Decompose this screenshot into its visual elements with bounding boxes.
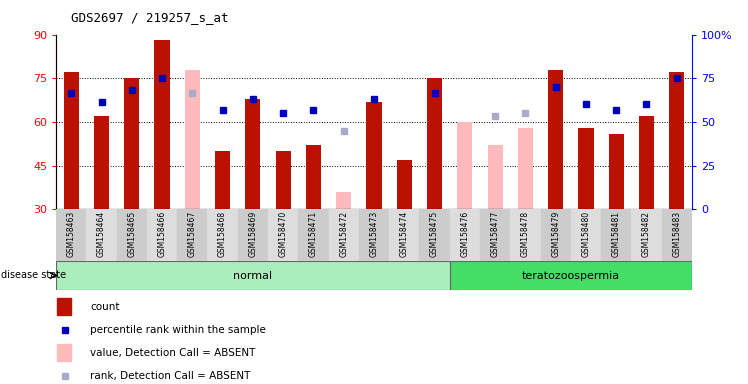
Bar <box>185 70 200 209</box>
Bar <box>298 209 328 261</box>
Bar <box>275 151 291 209</box>
Text: GSM158475: GSM158475 <box>430 211 439 257</box>
Text: normal: normal <box>233 270 272 281</box>
Bar <box>147 209 177 261</box>
Text: GSM158471: GSM158471 <box>309 211 318 257</box>
Bar <box>268 209 298 261</box>
Text: GSM158466: GSM158466 <box>158 211 167 257</box>
Bar <box>64 73 79 209</box>
Bar <box>609 134 624 209</box>
Text: GSM158463: GSM158463 <box>67 211 76 257</box>
Text: percentile rank within the sample: percentile rank within the sample <box>91 324 266 334</box>
Bar <box>571 209 601 261</box>
Text: GSM158472: GSM158472 <box>340 211 349 257</box>
Bar <box>155 40 170 209</box>
Text: GSM158468: GSM158468 <box>218 211 227 257</box>
Bar <box>548 70 563 209</box>
Bar <box>57 298 71 315</box>
Bar <box>86 209 117 261</box>
Bar <box>427 78 442 209</box>
Text: value, Detection Call = ABSENT: value, Detection Call = ABSENT <box>91 348 256 358</box>
Bar <box>238 209 268 261</box>
Bar <box>57 344 71 361</box>
Bar <box>56 209 86 261</box>
Text: GSM158467: GSM158467 <box>188 211 197 257</box>
Bar <box>578 128 593 209</box>
Text: GSM158478: GSM158478 <box>521 211 530 257</box>
Text: GSM158476: GSM158476 <box>460 211 469 257</box>
Bar <box>541 209 571 261</box>
Text: GSM158483: GSM158483 <box>672 211 681 257</box>
Bar <box>518 128 533 209</box>
Text: teratozoospermia: teratozoospermia <box>522 270 620 281</box>
Bar <box>306 145 321 209</box>
Bar <box>601 209 631 261</box>
Bar <box>117 209 147 261</box>
Bar <box>631 209 662 261</box>
Bar <box>396 160 412 209</box>
Text: GSM158464: GSM158464 <box>97 211 106 257</box>
Bar <box>245 99 260 209</box>
Bar <box>420 209 450 261</box>
Text: disease state: disease state <box>1 270 67 280</box>
Text: count: count <box>91 301 120 311</box>
Bar <box>177 209 207 261</box>
Bar <box>328 209 359 261</box>
Bar <box>389 209 420 261</box>
Bar <box>639 116 654 209</box>
Text: GSM158465: GSM158465 <box>127 211 136 257</box>
Text: GSM158473: GSM158473 <box>370 211 378 257</box>
Text: GSM158469: GSM158469 <box>248 211 257 257</box>
Text: GSM158477: GSM158477 <box>491 211 500 257</box>
Bar <box>215 151 230 209</box>
Text: rank, Detection Call = ABSENT: rank, Detection Call = ABSENT <box>91 371 251 381</box>
Bar <box>367 101 381 209</box>
Bar <box>124 78 139 209</box>
Bar <box>488 145 503 209</box>
Text: GSM158481: GSM158481 <box>612 211 621 257</box>
Text: GSM158479: GSM158479 <box>551 211 560 257</box>
Text: GDS2697 / 219257_s_at: GDS2697 / 219257_s_at <box>71 12 229 25</box>
Bar <box>662 209 692 261</box>
FancyBboxPatch shape <box>56 261 450 290</box>
Text: GSM158474: GSM158474 <box>399 211 408 257</box>
Bar <box>480 209 510 261</box>
Text: GSM158480: GSM158480 <box>581 211 590 257</box>
Bar <box>94 116 109 209</box>
Bar <box>510 209 541 261</box>
Bar <box>669 73 684 209</box>
Text: GSM158482: GSM158482 <box>642 211 651 257</box>
Bar <box>450 209 480 261</box>
Text: GSM158470: GSM158470 <box>279 211 288 257</box>
Bar <box>336 192 352 209</box>
Bar <box>457 122 473 209</box>
Bar <box>207 209 238 261</box>
FancyBboxPatch shape <box>450 261 692 290</box>
Bar <box>359 209 389 261</box>
